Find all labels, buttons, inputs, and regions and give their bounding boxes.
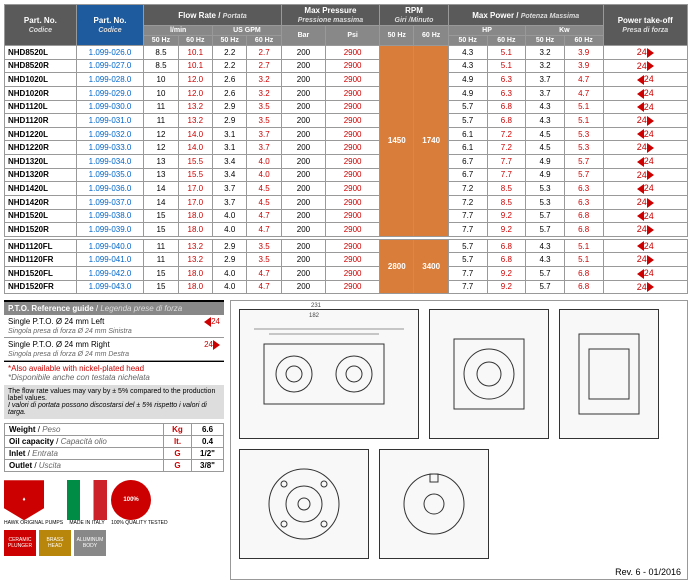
badges: ♦HAWK ORIGINAL PUMPS MADE IN ITALY 100%1… [4,480,224,526]
tech-drawing: 231 182 Rev. 6 - 01/2016 [230,300,688,580]
table-row: NHD1020L1.099-028.01012.02.63.220029004.… [5,73,688,87]
table-row: NHD1120L1.099-030.01113.22.93.520029005.… [5,100,688,114]
drawing-front [239,449,369,559]
pto-reference: P.T.O. Reference guide / Legenda prese d… [4,300,224,361]
table-row: NHD8520R1.099-027.08.510.12.22.720029004… [5,59,688,73]
hdr-pto: Power take-off [618,16,673,25]
table-row: NHD1520R1.099-039.01518.04.04.720029007.… [5,223,688,237]
phys-specs: Weight / PesoKg6.6Oil capacity / Capacit… [4,423,224,472]
hdr-power: Max Power [472,11,514,20]
quality-badge: 100% [111,480,151,520]
ceramic-badge: CERAMIC PLUNGER [4,530,36,556]
alum-badge: ALUMINUM BODY [74,530,106,556]
table-row: NHD1220L1.099-032.01214.03.13.720029006.… [5,127,688,141]
hdr-press: Max Pressure [304,6,356,15]
triangle-right-icon [213,340,220,350]
drawing-top: 231 182 [239,309,419,439]
table-row: NHD1420R1.099-037.01417.03.74.520029007.… [5,195,688,209]
table-row: NHD1020R1.099-029.01012.02.63.220029004.… [5,86,688,100]
table-row: NHD1120FL1.099-040.01113.22.93.520029002… [5,239,688,253]
table-row: NHD1120FR1.099-041.01113.22.93.520029005… [5,253,688,267]
spec-row: Oil capacity / Capacità oliolt.0.4 [5,436,224,448]
table-row: NHD1520L1.099-038.01518.04.04.720029007.… [5,209,688,223]
drawing-shaft [379,449,489,559]
table-row: NHD8520L1.099-026.08.510.12.22.720029001… [5,46,688,60]
nickel-note: *Also available with nickel-plated head*… [4,361,224,384]
hdr-partno: Part. No. [24,16,57,25]
flow-note: The flow rate values may vary by ± 5% co… [4,385,224,419]
italy-badge [67,480,107,520]
hdr-flow: Flow Rate [178,11,216,20]
spec-table: Part. No.Codice Part. No.Codice Flow Rat… [4,4,688,294]
table-row: NHD1320R1.099-035.01315.53.44.020029006.… [5,168,688,182]
brass-badge: BRASS HEAD [39,530,71,556]
drawing-end [559,309,659,439]
table-row: NHD1320L1.099-034.01315.53.44.020029006.… [5,155,688,169]
spec-row: Outlet / UscitaG3/8" [5,460,224,472]
drawing-side [429,309,549,439]
table-row: NHD1220R1.099-033.01214.03.13.720029006.… [5,141,688,155]
table-row: NHD1520FL1.099-042.01518.04.04.720029007… [5,267,688,281]
table-row: NHD1120R1.099-031.01113.22.93.520029005.… [5,114,688,128]
hdr-partno2: Part. No. [94,16,127,25]
spec-row: Weight / PesoKg6.6 [5,424,224,436]
table-row: NHD1420L1.099-036.01417.03.74.520029007.… [5,182,688,196]
spec-row: Inlet / EntrataG1/2" [5,448,224,460]
table-row: NHD1520FR1.099-043.01518.04.04.720029007… [5,280,688,294]
hdr-rpm: RPM [405,6,423,15]
hawk-badge: ♦ [4,480,44,520]
revision: Rev. 6 - 01/2016 [615,567,681,577]
